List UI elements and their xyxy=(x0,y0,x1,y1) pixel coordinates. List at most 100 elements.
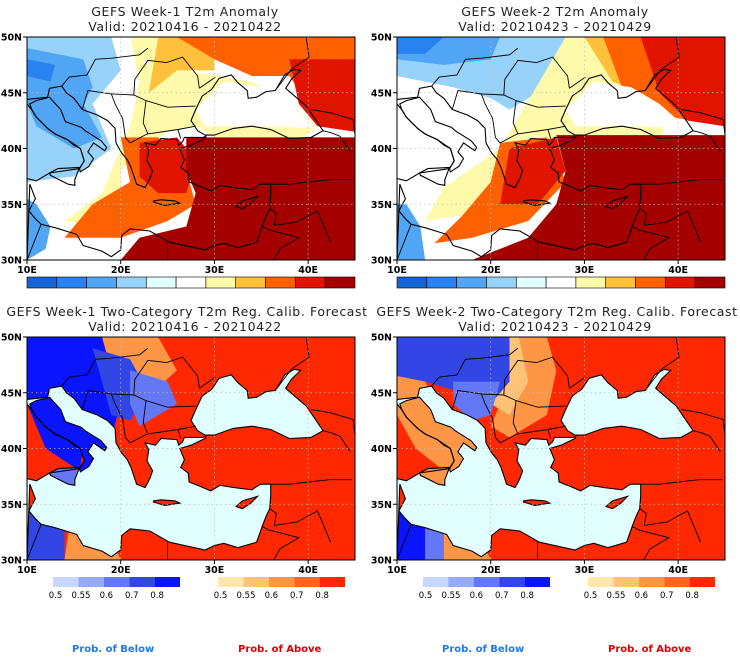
colorbar-swatch xyxy=(396,276,428,289)
coastline xyxy=(27,85,272,260)
coastline xyxy=(522,199,552,206)
colorbar-swatch xyxy=(635,276,666,289)
prob-below-colorbar-label: 0.5 xyxy=(419,591,433,601)
colorbar-swatch xyxy=(456,276,487,289)
lon-tick-label: 20E xyxy=(481,265,501,276)
cyprus-landmass xyxy=(606,496,628,509)
lon-tick-label: 30E xyxy=(205,565,225,576)
coastline xyxy=(560,68,694,140)
country-border xyxy=(133,356,200,396)
prob-below-colorbar-swatch xyxy=(448,577,474,587)
country-border xyxy=(322,430,351,453)
country-border xyxy=(644,38,680,91)
country-border xyxy=(199,376,216,389)
colorbar-swatch xyxy=(116,276,147,289)
prob-below-colorbar-swatch xyxy=(129,577,155,587)
country-border xyxy=(569,76,586,89)
country-border xyxy=(199,76,216,89)
lat-tick-label: 35N xyxy=(371,500,392,511)
prob-above-colorbar-swatch xyxy=(218,577,244,587)
prob-below-colorbar-label: 0.7 xyxy=(125,591,139,601)
field-region xyxy=(640,37,725,127)
black-sea xyxy=(561,369,694,439)
map-week1-anomaly: 50N45N40N35N30N10E20E30E40E-3-2-1.5-1-0.… xyxy=(1,33,356,289)
coastline xyxy=(27,385,272,560)
colorbar-swatch xyxy=(426,276,457,289)
panel-title-week1-prob: GEFS Week-1 Two-Category T2m Reg. Calib.… xyxy=(6,304,368,319)
coastline xyxy=(48,466,81,486)
map-layer xyxy=(27,37,355,260)
coastline xyxy=(234,195,260,210)
lat-tick-label: 40N xyxy=(371,144,392,155)
country-border xyxy=(261,526,300,560)
colorbar-swatch xyxy=(295,276,326,289)
field-region xyxy=(565,81,688,129)
coastline xyxy=(604,195,630,210)
black-sea xyxy=(191,369,324,439)
prob-above-colorbar-label: 0.7 xyxy=(660,591,674,601)
prob-above-colorbar-swatch xyxy=(664,577,690,587)
field-region xyxy=(92,337,177,388)
cyprus-landmass xyxy=(236,496,258,509)
colorbar-swatch xyxy=(235,276,266,289)
country-border xyxy=(569,376,586,389)
field-region xyxy=(472,135,725,260)
field-region xyxy=(64,37,318,227)
lon-tick-label: 10E xyxy=(17,565,37,576)
prob-above-colorbar-swatch xyxy=(613,577,639,587)
panel-title-week1-anomaly: GEFS Week-1 T2m Anomaly xyxy=(91,4,279,19)
lon-tick-label: 30E xyxy=(575,265,595,276)
lat-tick-label: 35N xyxy=(1,500,22,511)
lon-tick-label: 40E xyxy=(668,265,688,276)
coastline xyxy=(399,96,478,173)
prob-above-colorbar-swatch xyxy=(268,577,295,587)
field-region xyxy=(397,504,426,560)
country-border xyxy=(81,89,196,144)
colorbar-swatch xyxy=(56,276,87,289)
map-week2-anomaly: 50N45N40N35N30N10E20E30E40E-3-2-1.5-1-0.… xyxy=(371,33,726,289)
country-border xyxy=(261,226,300,260)
field-region xyxy=(397,204,426,260)
lat-tick-label: 30N xyxy=(1,556,22,567)
coastline xyxy=(397,85,642,260)
coastline xyxy=(560,368,694,440)
country-border xyxy=(274,338,310,391)
coastline xyxy=(190,368,324,440)
lat-tick-label: 35N xyxy=(1,200,22,211)
prob-below-colorbar-swatch xyxy=(423,577,449,587)
country-border xyxy=(692,130,721,153)
colorbar-swatch xyxy=(545,276,577,289)
lon-tick-label: 40E xyxy=(668,565,688,576)
prob-below-colorbar-swatch xyxy=(103,577,130,587)
colorbar-swatch xyxy=(665,276,696,289)
panel-subtitle-week1-anomaly: Valid: 20210416 - 20210422 xyxy=(88,19,282,34)
coastline xyxy=(152,199,182,206)
prob-below-colorbar-swatch xyxy=(154,577,180,587)
country-border xyxy=(639,208,702,243)
country-border xyxy=(177,429,182,439)
field-region xyxy=(500,137,566,205)
prob-above-colorbar-swatch xyxy=(588,577,614,587)
lon-tick-label: 30E xyxy=(205,265,225,276)
prob-below-colorbar-swatch xyxy=(473,577,500,587)
colorbar-swatch xyxy=(205,276,237,289)
prob-above-colorbar-swatch xyxy=(689,577,715,587)
coastline xyxy=(234,495,260,510)
lon-tick-label: 10E xyxy=(387,565,407,576)
country-border xyxy=(269,508,332,543)
prob-above-colorbar-swatch xyxy=(243,577,269,587)
prob-below-colorbar-label: 0.55 xyxy=(441,591,460,601)
prob-above-colorbar-label: 0.5 xyxy=(214,591,228,601)
colorbar-swatch xyxy=(575,276,607,289)
map-layer xyxy=(397,337,725,560)
prob-below-colorbar-label: 0.55 xyxy=(71,591,90,601)
country-border xyxy=(451,89,566,144)
lon-tick-label: 40E xyxy=(298,565,318,576)
prob-above-colorbar-label: 0.6 xyxy=(265,591,279,601)
lat-tick-label: 45N xyxy=(371,88,392,99)
country-border xyxy=(142,400,149,435)
field-region xyxy=(195,81,318,129)
coastline xyxy=(397,385,642,560)
prob-below-colorbar-label: 0.8 xyxy=(520,591,534,601)
